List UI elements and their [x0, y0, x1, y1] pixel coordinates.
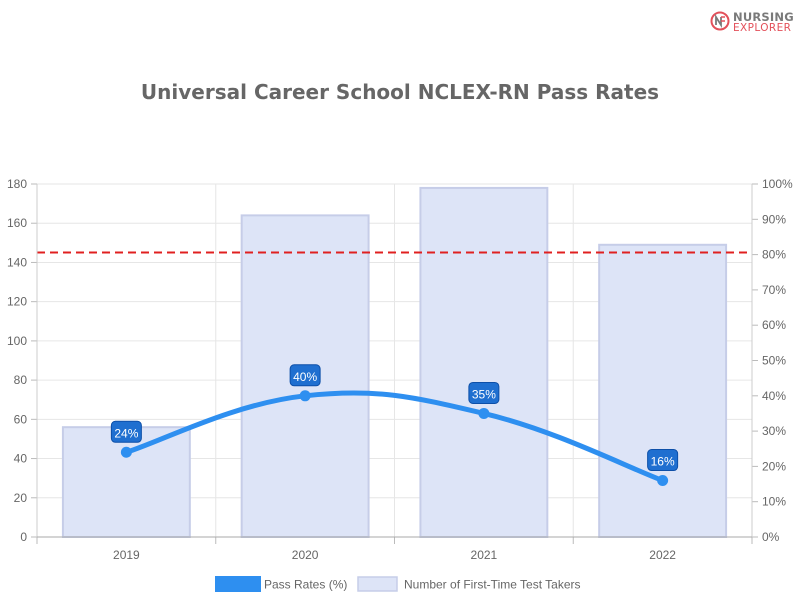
right-axis-tick-label: 90%: [762, 212, 786, 226]
nursing-explorer-logo: NURSING EXPLORER: [710, 9, 795, 35]
logo-text-line2: EXPLORER: [733, 22, 792, 34]
left-axis-tick-label: 180: [7, 177, 27, 191]
left-axis-tick-label: 20: [14, 491, 28, 505]
legend: Pass Rates (%) Number of First-Time Test …: [215, 576, 580, 592]
legend-swatch-test-takers: [357, 576, 398, 592]
chart-title: Universal Career School NCLEX-RN Pass Ra…: [140, 80, 660, 104]
left-axis-tick-label: 0: [20, 530, 27, 544]
left-axis-tick-label: 160: [7, 216, 27, 230]
right-axis-tick-label: 0%: [762, 530, 780, 544]
x-axis-tick-label: 2021: [471, 548, 498, 562]
right-axis-tick-label: 20%: [762, 459, 786, 473]
left-axis-tick-label: 80: [14, 373, 28, 387]
left-axis-tick-label: 60: [14, 412, 28, 426]
bar-test-takers: [598, 243, 728, 539]
pass-rate-line: [123, 390, 666, 484]
bar-series: [61, 186, 728, 539]
data-label: 40%: [293, 370, 317, 384]
logo-text-line1: NURSING: [733, 10, 794, 24]
bar-test-takers: [61, 426, 191, 538]
left-axis-tick-label: 120: [7, 295, 27, 309]
right-axis-tick-label: 10%: [762, 495, 786, 509]
data-label-box: [110, 420, 142, 443]
legend-label-pass-rates: Pass Rates (%): [264, 578, 347, 592]
legend-swatch-pass-rates: [215, 576, 261, 592]
right-axis-tick-label: 100%: [762, 177, 793, 191]
data-label: 16%: [651, 455, 675, 469]
data-label-box: [468, 381, 500, 404]
x-axis-tick-label: 2019: [113, 548, 140, 562]
data-label-box: [647, 449, 679, 472]
line-series: [120, 390, 669, 487]
pass-rate-point: [299, 390, 311, 402]
axes: 0 20 40 60 80 100 120 140 160 180 0% 10% 20% 30% 40% 50…: [7, 177, 793, 562]
right-axis-tick-label: 60%: [762, 318, 786, 332]
left-axis-tick-label: 40: [14, 452, 28, 466]
left-axis-tick-label: 140: [7, 255, 27, 269]
pass-rate-point: [478, 407, 490, 419]
bar-test-takers: [419, 186, 549, 539]
right-axis-tick-label: 40%: [762, 389, 786, 403]
x-axis-tick-label: 2020: [292, 548, 319, 562]
data-labels: 24% 40% 35% 16%: [110, 364, 679, 472]
legend-label-test-takers: Number of First-Time Test Takers: [404, 578, 580, 592]
right-axis-tick-label: 80%: [762, 248, 786, 262]
right-axis-tick-label: 30%: [762, 424, 786, 438]
left-axis-tick-label: 100: [7, 334, 27, 348]
nursing-explorer-logo-icon: [710, 11, 730, 31]
right-axis-tick-label: 50%: [762, 354, 786, 368]
data-label-box: [289, 364, 321, 387]
right-axis-tick-label: 70%: [762, 283, 786, 297]
data-label: 35%: [472, 387, 496, 401]
pass-rate-point: [657, 475, 669, 487]
data-label: 24%: [114, 426, 138, 440]
x-axis-tick-label: 2022: [649, 548, 676, 562]
pass-rate-point: [120, 446, 132, 458]
